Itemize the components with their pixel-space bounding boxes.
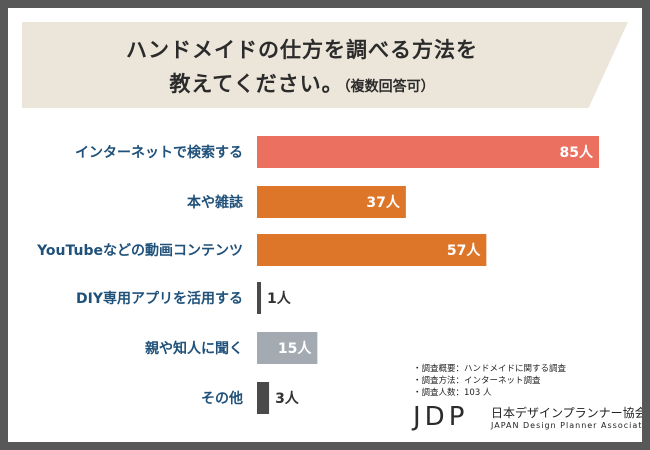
value-label: 1人 — [267, 290, 292, 307]
bar — [257, 332, 318, 364]
jdp-logo: JDP 日本デザインプランナー協会 JAPAN Design Planner A… — [413, 402, 642, 438]
logo-mark: JDP — [413, 402, 469, 432]
category-label: 本や雑誌 — [187, 194, 243, 211]
category-label: YouTubeなどの動画コンテンツ — [36, 242, 243, 259]
chart-title-main: 教えてください。 — [169, 72, 344, 96]
logo-name-en: JAPAN Design Planner Association — [491, 421, 642, 430]
logo-name-ja: 日本デザインプランナー協会 — [491, 406, 642, 420]
category-label: その他 — [201, 390, 243, 407]
survey-overview: 調査概要：ハンドメイドに関する調査 — [413, 363, 567, 375]
category-label: インターネットで検索する — [75, 144, 243, 161]
card: ハンドメイドの仕方を調べる方法を 教えてください。（複数回答可） 調査概要：ハン… — [8, 8, 642, 442]
survey-notes: 調査概要：ハンドメイドに関する調査 調査方法：インターネット調査 調査人数：10… — [413, 363, 567, 399]
bar — [257, 186, 406, 218]
category-label: DIY専用アプリを活用する — [76, 290, 243, 307]
chart-title-note: （複数回答可） — [343, 79, 435, 95]
survey-respondents: 調査人数：103 人 — [413, 387, 566, 399]
bar — [257, 382, 270, 414]
value-label: 85人 — [560, 144, 594, 161]
bar — [257, 282, 262, 314]
chart-title-line2: 教えてください。（複数回答可） — [22, 68, 582, 98]
value-label: 37人 — [366, 194, 400, 211]
bar — [257, 234, 487, 266]
bar — [257, 136, 599, 168]
chart-title-line1: ハンドメイドの仕方を調べる方法を — [126, 38, 478, 62]
survey-method: 調査方法：インターネット調査 — [413, 375, 566, 387]
value-label: 3人 — [275, 390, 300, 407]
value-label: 57人 — [447, 242, 481, 259]
value-label: 15人 — [278, 340, 312, 357]
category-label: 親や知人に聞く — [145, 340, 243, 357]
title-banner — [22, 22, 628, 108]
